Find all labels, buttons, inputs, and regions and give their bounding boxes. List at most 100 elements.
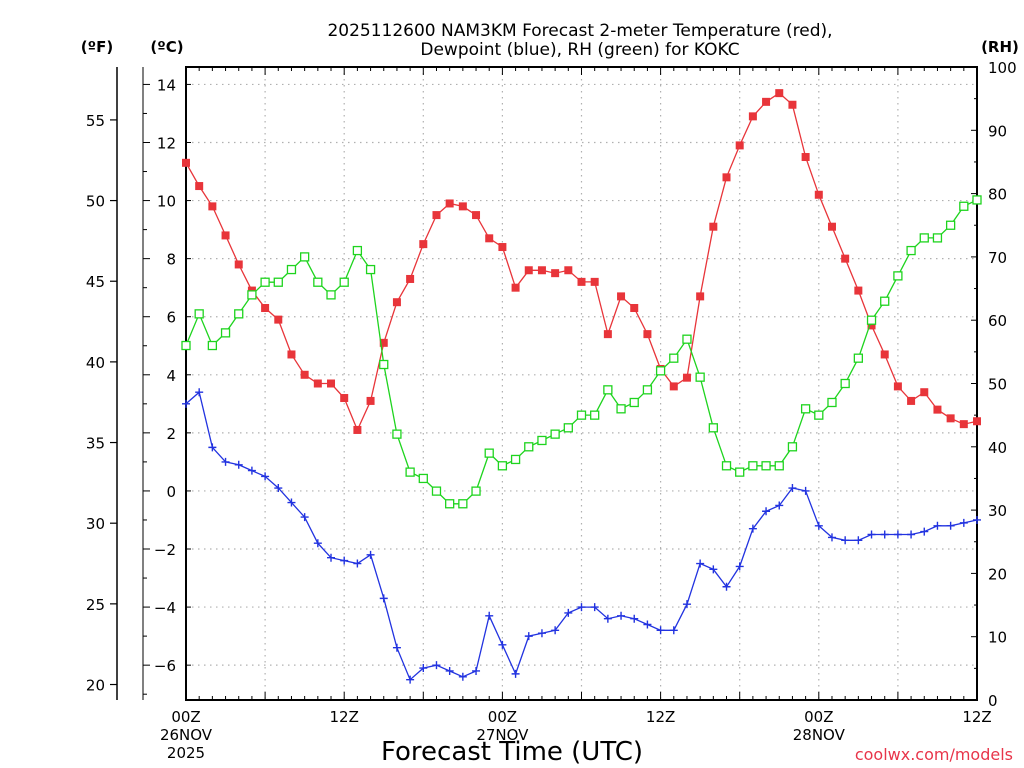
dewpoint-point bbox=[498, 640, 507, 649]
dewpoint-point bbox=[419, 664, 428, 673]
dewpoint-point bbox=[827, 533, 836, 542]
dewpoint-point bbox=[485, 611, 494, 620]
rh-point bbox=[721, 461, 732, 471]
dewpoint-point bbox=[353, 559, 362, 568]
dewpoint-point bbox=[893, 530, 902, 539]
rh-point bbox=[735, 467, 745, 477]
rh-point bbox=[194, 309, 204, 319]
celsius-tick-label: −2 bbox=[154, 541, 176, 559]
temperature-point bbox=[208, 202, 217, 211]
rh-point bbox=[365, 264, 376, 275]
rh-unit-label: (RH) bbox=[981, 38, 1019, 56]
rh-point bbox=[497, 461, 508, 471]
tick-labels: 14121086420−2−4−655504540353025201009080… bbox=[86, 59, 1017, 762]
series-2 bbox=[181, 195, 982, 509]
temperature-point bbox=[682, 373, 691, 382]
dewpoint-point bbox=[432, 661, 441, 670]
rh-point bbox=[273, 277, 283, 287]
x-tick-label: 12Z bbox=[330, 708, 359, 726]
rh-point bbox=[827, 397, 837, 408]
rh-point bbox=[814, 410, 824, 420]
temperature-point bbox=[327, 379, 336, 388]
rh-point bbox=[629, 397, 639, 408]
dewpoint-point bbox=[445, 666, 454, 675]
dewpoint-point bbox=[907, 530, 916, 539]
rh-point bbox=[550, 429, 560, 439]
rh-point bbox=[405, 467, 415, 477]
dewpoint-point bbox=[392, 643, 401, 652]
rh-point bbox=[682, 334, 692, 344]
temperature-point bbox=[748, 112, 757, 121]
dewpoint-point bbox=[722, 582, 731, 591]
temperature-point bbox=[524, 266, 533, 275]
temperature-point bbox=[946, 414, 955, 423]
temperature-point bbox=[182, 158, 190, 167]
rh-point bbox=[959, 201, 969, 211]
rh-tick-label: 0 bbox=[988, 692, 998, 710]
rh-point bbox=[458, 499, 468, 509]
rh-point bbox=[576, 410, 587, 420]
rh-point bbox=[537, 435, 547, 446]
temperature-point bbox=[313, 379, 322, 388]
rh-point bbox=[510, 454, 521, 465]
temperature-point bbox=[551, 269, 560, 278]
x-tick-label: 00Z bbox=[171, 708, 200, 726]
temperature-point bbox=[366, 396, 375, 405]
dewpoint-point bbox=[762, 507, 771, 516]
temperature-point bbox=[564, 266, 573, 275]
rh-point bbox=[379, 359, 389, 370]
dewpoint-point bbox=[511, 669, 520, 678]
dewpoint-point bbox=[537, 629, 546, 638]
rh-point bbox=[313, 277, 323, 287]
temperature-point bbox=[537, 266, 546, 275]
fahrenheit-unit-label: (ºF) bbox=[81, 38, 113, 56]
x-tick-date-label: 27NOV bbox=[476, 726, 529, 744]
dewpoint-point bbox=[234, 460, 243, 469]
fahrenheit-tick-label: 50 bbox=[86, 193, 105, 211]
celsius-tick-label: 10 bbox=[157, 193, 176, 211]
temperature-point bbox=[775, 89, 784, 98]
series-group bbox=[181, 89, 982, 684]
celsius-tick-label: 0 bbox=[166, 483, 176, 501]
temperature-point bbox=[814, 190, 823, 199]
fahrenheit-tick-label: 45 bbox=[86, 273, 105, 291]
rh-point bbox=[774, 461, 784, 471]
temperature-point bbox=[801, 153, 810, 162]
dewpoint-point bbox=[959, 518, 968, 527]
temperature-point bbox=[195, 182, 204, 191]
fahrenheit-tick-label: 25 bbox=[86, 596, 105, 614]
rh-tick-label: 30 bbox=[988, 502, 1007, 520]
rh-point bbox=[748, 461, 758, 471]
dewpoint-point bbox=[274, 484, 283, 493]
rh-point bbox=[642, 385, 653, 395]
temperature-point bbox=[340, 394, 349, 403]
rh-tick-label: 90 bbox=[988, 122, 1007, 140]
celsius-tick-label: −6 bbox=[154, 657, 176, 675]
dewpoint-point bbox=[617, 611, 626, 620]
rh-point bbox=[603, 385, 613, 395]
rh-point bbox=[800, 404, 811, 414]
rh-point bbox=[484, 448, 494, 458]
temperature-point bbox=[445, 199, 454, 208]
temperature-point bbox=[590, 277, 599, 286]
fahrenheit-tick-label: 20 bbox=[86, 677, 105, 695]
rh-point bbox=[708, 423, 718, 433]
rh-point bbox=[787, 442, 798, 452]
rh-point bbox=[695, 372, 705, 382]
fahrenheit-tick-label: 35 bbox=[86, 435, 105, 453]
temperature-point bbox=[696, 292, 705, 301]
rh-point bbox=[972, 195, 982, 205]
temperature-point bbox=[617, 292, 626, 301]
x-axis-title: Forecast Time (UTC) bbox=[381, 737, 643, 767]
dewpoint-point bbox=[841, 536, 850, 545]
x-tick-label: 00Z bbox=[804, 708, 833, 726]
celsius-tick-label: 14 bbox=[157, 76, 176, 94]
dewpoint-point bbox=[458, 672, 467, 681]
temperature-point bbox=[419, 240, 428, 249]
x-tick-label: 12Z bbox=[962, 708, 991, 726]
temperature-point bbox=[511, 283, 520, 292]
rh-point bbox=[563, 423, 573, 433]
dewpoint-point bbox=[656, 626, 665, 635]
rh-point bbox=[392, 429, 402, 439]
